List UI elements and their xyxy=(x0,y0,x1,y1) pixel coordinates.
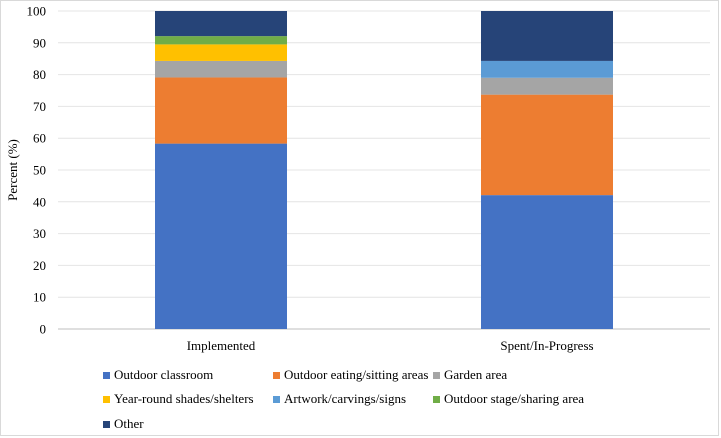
y-tick-label: 30 xyxy=(33,226,46,241)
bar-segment-other xyxy=(481,11,613,61)
bar-segment-artwork-carvings-signs xyxy=(481,60,613,78)
y-tick-label: 20 xyxy=(33,258,46,273)
legend-label: Outdoor eating/sitting areas xyxy=(284,367,429,382)
legend-swatch xyxy=(433,395,440,403)
legend-swatch xyxy=(103,395,110,403)
legend-item: Garden area xyxy=(433,367,507,383)
legend-label: Artwork/carvings/signs xyxy=(284,391,407,406)
legend-label: Other xyxy=(114,416,144,431)
x-tick-label: Implemented xyxy=(187,338,256,353)
legend-swatch xyxy=(103,371,110,379)
y-tick-label: 60 xyxy=(33,131,46,146)
legend-item: Outdoor eating/sitting areas xyxy=(273,367,428,383)
bar-segment-other xyxy=(155,11,287,37)
legend-swatch xyxy=(103,420,110,428)
bar-segment-outdoor-stage-sharing-area xyxy=(155,36,287,45)
legend-label: Outdoor stage/sharing area xyxy=(444,391,585,406)
legend-item: Other xyxy=(103,416,144,432)
legend-label: Outdoor classroom xyxy=(114,367,214,382)
bar-segment-year-round-shades-shelters xyxy=(155,44,287,61)
x-tick-label: Spent/In-Progress xyxy=(500,338,593,353)
bar-segment-outdoor-classroom xyxy=(155,143,287,329)
legend-swatch xyxy=(273,395,280,403)
legend-item: Year-round shades/shelters xyxy=(103,391,254,407)
y-tick-label: 50 xyxy=(33,163,46,178)
legend-item: Artwork/carvings/signs xyxy=(273,391,406,407)
legend-item: Outdoor stage/sharing area xyxy=(433,391,584,407)
bar-segment-garden-area xyxy=(481,77,613,95)
bar-segment-garden-area xyxy=(155,60,287,78)
stacked-bar-chart: 0 10 20 30 40 50 60 70 80 90 100 Implemented Spent/… xyxy=(5,4,710,353)
legend-item: Outdoor classroom xyxy=(103,367,213,383)
y-tick-label: 70 xyxy=(33,99,46,114)
y-tick-label: 40 xyxy=(33,194,46,209)
y-tick-label: 100 xyxy=(27,4,47,19)
bar-segment-outdoor-eating-sitting-areas xyxy=(481,94,613,196)
legend-swatch xyxy=(433,371,440,379)
y-tick-label: 90 xyxy=(33,35,46,50)
legend-label: Year-round shades/shelters xyxy=(114,391,254,406)
y-tick-label: 0 xyxy=(40,322,47,337)
bar-segment-outdoor-classroom xyxy=(481,195,613,329)
legend-label: Garden area xyxy=(444,367,508,382)
y-tick-label: 80 xyxy=(33,67,46,82)
y-axis-title: Percent (%) xyxy=(5,139,20,201)
y-tick-label: 10 xyxy=(33,290,46,305)
legend-swatch xyxy=(273,371,280,379)
bar-segment-outdoor-eating-sitting-areas xyxy=(155,77,287,144)
